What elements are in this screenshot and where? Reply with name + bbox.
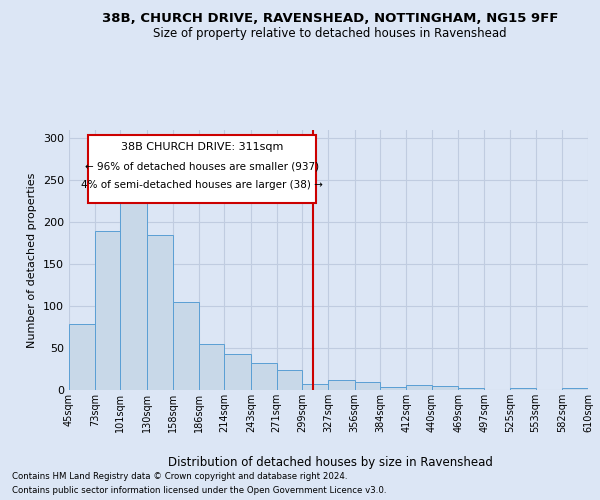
Bar	[406, 385, 432, 390]
Bar	[147, 235, 173, 390]
Bar	[251, 363, 277, 390]
Text: Distribution of detached houses by size in Ravenshead: Distribution of detached houses by size …	[167, 456, 493, 469]
Bar	[355, 382, 380, 390]
Text: Contains public sector information licensed under the Open Government Licence v3: Contains public sector information licen…	[12, 486, 386, 495]
Text: 38B, CHURCH DRIVE, RAVENSHEAD, NOTTINGHAM, NG15 9FF: 38B, CHURCH DRIVE, RAVENSHEAD, NOTTINGHA…	[102, 12, 558, 26]
Bar	[173, 302, 199, 390]
Bar	[121, 198, 147, 390]
Text: Contains HM Land Registry data © Crown copyright and database right 2024.: Contains HM Land Registry data © Crown c…	[12, 472, 347, 481]
Bar	[458, 388, 484, 390]
Text: 38B CHURCH DRIVE: 311sqm: 38B CHURCH DRIVE: 311sqm	[121, 142, 284, 152]
Bar	[302, 384, 328, 390]
Text: 4% of semi-detached houses are larger (38) →: 4% of semi-detached houses are larger (3…	[82, 180, 323, 190]
Bar	[277, 370, 302, 390]
Y-axis label: Number of detached properties: Number of detached properties	[28, 172, 37, 348]
Text: ← 96% of detached houses are smaller (937): ← 96% of detached houses are smaller (93…	[85, 161, 319, 171]
Bar	[380, 386, 406, 390]
Bar	[328, 380, 355, 390]
Bar	[199, 344, 224, 390]
Bar	[224, 354, 251, 390]
Bar	[95, 230, 121, 390]
Bar	[69, 324, 95, 390]
Bar	[562, 388, 588, 390]
Bar	[510, 388, 536, 390]
Text: Size of property relative to detached houses in Ravenshead: Size of property relative to detached ho…	[153, 28, 507, 40]
Bar	[432, 386, 458, 390]
